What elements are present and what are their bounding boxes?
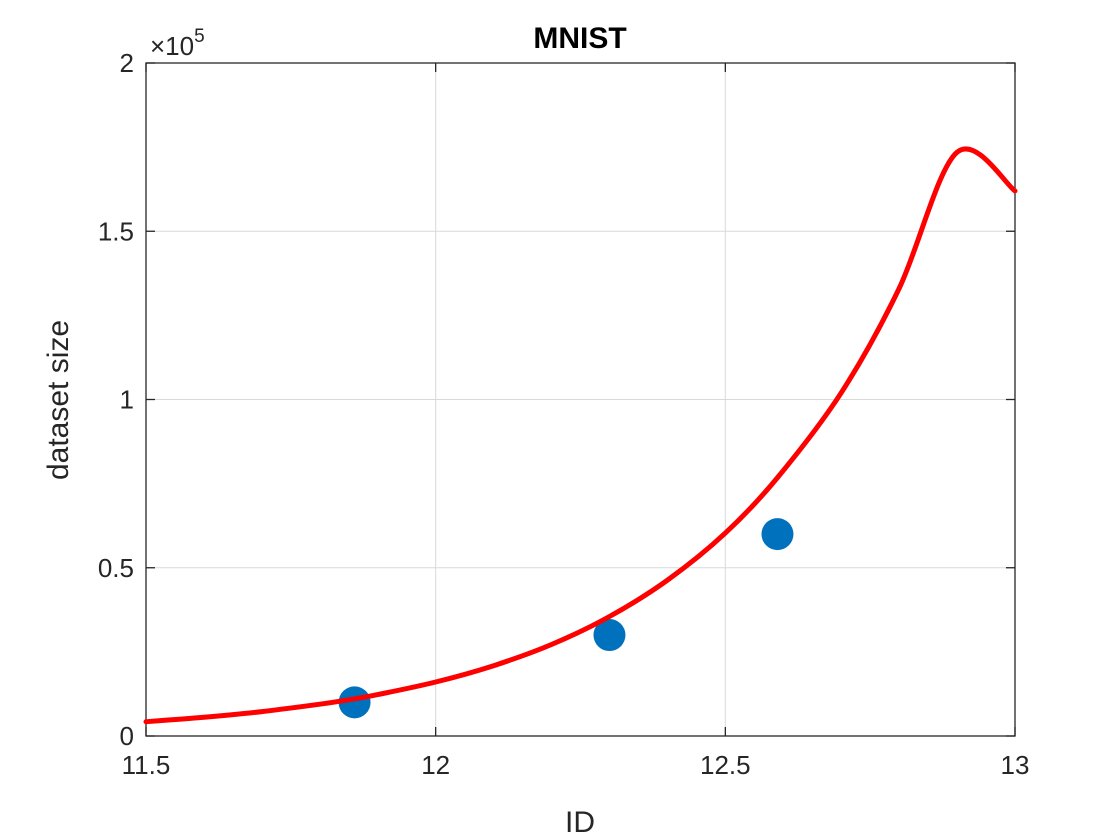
x-tick-label: 12 [421,750,450,780]
scatter-point [593,619,626,652]
y-tick-label: 0.5 [98,553,134,583]
x-tick-label: 11.5 [122,750,171,780]
chart-title: MNIST [533,22,626,55]
x-axis-ticks: 11.5 12 12.5 13 [122,63,1030,780]
y-tick-label: 0 [120,721,134,751]
x-axis-label: ID [565,806,595,839]
scatter-point [761,518,794,551]
y-tick-label: 2 [120,48,134,78]
x-tick-label: 12.5 [700,750,751,780]
y-axis-label: dataset size [42,320,75,480]
series-layer [143,146,1018,725]
y-axis-ticks: 0 0.5 1 1.5 2 [98,48,1015,751]
y-axis-exponent-base: ×10 [150,31,194,61]
y-axis-exponent: ×105 [150,26,205,61]
y-axis-exponent-power: 5 [194,26,205,47]
y-tick-label: 1.5 [98,216,134,246]
fit-curve [143,146,1018,725]
y-tick-label: 1 [120,385,134,415]
x-tick-label: 13 [1001,750,1030,780]
scatter-point [338,686,371,719]
